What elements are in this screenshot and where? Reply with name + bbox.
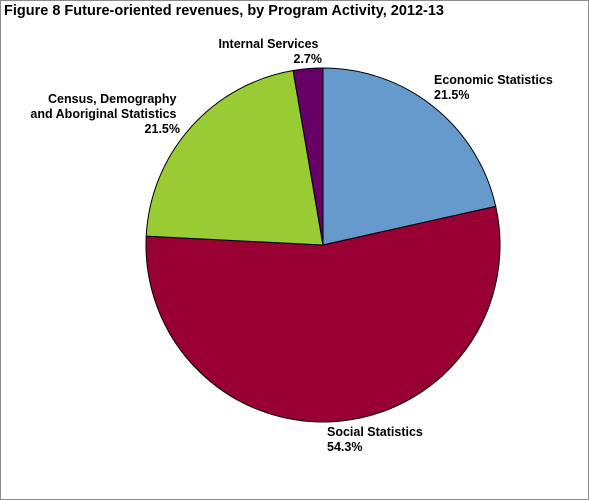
label-social-value: 54.3% (327, 440, 362, 454)
label-social-name: Social Statistics (327, 425, 423, 439)
label-census-name-line2: and Aboriginal Statistics (30, 107, 176, 121)
pie-slice-social-statistics (145, 205, 501, 423)
pie-slice-economic-statistics (322, 67, 497, 246)
label-economic-value: 21.5% (434, 88, 469, 102)
label-census-value: 21.5% (145, 122, 180, 136)
pie-slice-census-demography-and-aboriginal-statistics (145, 69, 324, 246)
label-census-statistics: Census, Demography and Aboriginal Statis… (30, 92, 180, 136)
label-internal-name: Internal Services (218, 37, 318, 51)
label-social-statistics: Social Statistics 54.3% (327, 425, 426, 454)
label-economic-statistics: Economic Statistics 21.5% (434, 73, 556, 102)
pie-slices (145, 67, 501, 423)
label-internal-services: Internal Services 2.7% (218, 37, 322, 66)
label-economic-name: Economic Statistics (434, 73, 553, 87)
chart-title: Figure 8 Future-oriented revenues, by Pr… (4, 3, 444, 19)
label-internal-value: 2.7% (294, 52, 323, 66)
pie-slice-internal-services (292, 67, 324, 246)
label-census-name-line1: Census, Demography (48, 92, 177, 106)
